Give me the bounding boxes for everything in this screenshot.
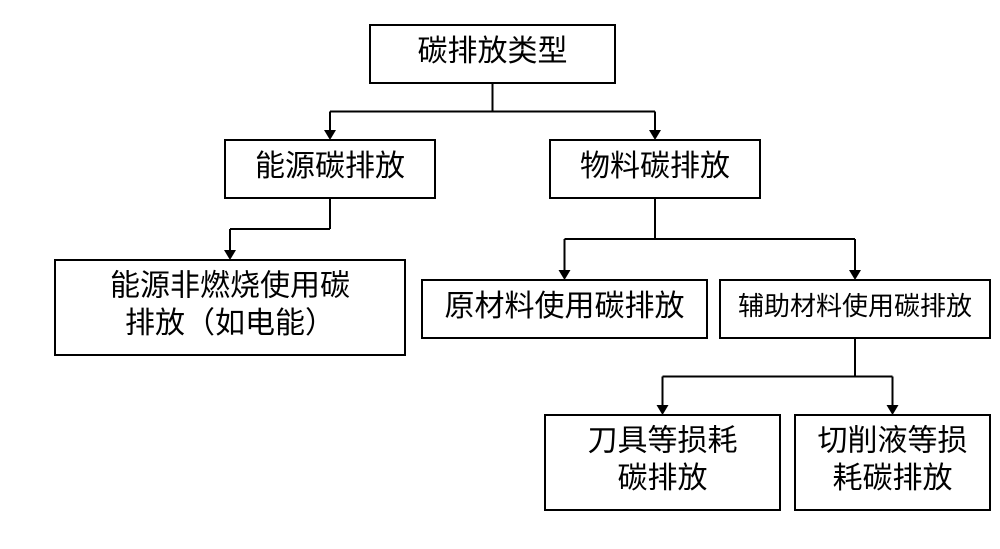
node-label-fluid-line1: 耗碳排放 (833, 462, 953, 495)
arrowhead-material-raw (559, 270, 571, 280)
arrowhead-aux-tool (657, 405, 669, 415)
arrowhead-material-aux (849, 270, 861, 280)
node-label-aux-line0: 辅助材料使用碳排放 (738, 292, 972, 321)
node-label-energy-line0: 能源碳排放 (255, 150, 405, 183)
node-label-material-line0: 物料碳排放 (580, 150, 730, 183)
node-label-raw-line0: 原材料使用碳排放 (445, 290, 685, 323)
node-material: 物料碳排放 (550, 140, 760, 198)
node-aux: 辅助材料使用碳排放 (720, 280, 990, 338)
node-label-tool-line1: 碳排放 (618, 462, 708, 495)
node-label-energy_nc-line1: 排放（如电能） (125, 307, 335, 340)
arrowhead-aux-fluid (887, 405, 899, 415)
arrowhead-root-material (649, 130, 661, 140)
node-tool: 刀具等损耗碳排放 (545, 415, 780, 510)
node-raw: 原材料使用碳排放 (422, 280, 707, 338)
node-label-tool-line0: 刀具等损耗 (588, 425, 738, 458)
node-root: 碳排放类型 (370, 25, 615, 83)
node-label-fluid-line0: 切削液等损 (818, 425, 968, 458)
arrowhead-energy-energy_nc (224, 250, 236, 260)
node-energy: 能源碳排放 (225, 140, 435, 198)
node-label-energy_nc-line0: 能源非燃烧使用碳 (110, 270, 350, 303)
node-fluid: 切削液等损耗碳排放 (795, 415, 990, 510)
node-label-root-line0: 碳排放类型 (418, 35, 568, 68)
arrowhead-root-energy (324, 130, 336, 140)
flowchart: 碳排放类型能源碳排放 物料碳排放能源非燃烧使用碳排放（如电能） 原材料使用碳排放 辅助… (0, 0, 1000, 549)
node-energy_nc: 能源非燃烧使用碳排放（如电能） (55, 260, 405, 355)
